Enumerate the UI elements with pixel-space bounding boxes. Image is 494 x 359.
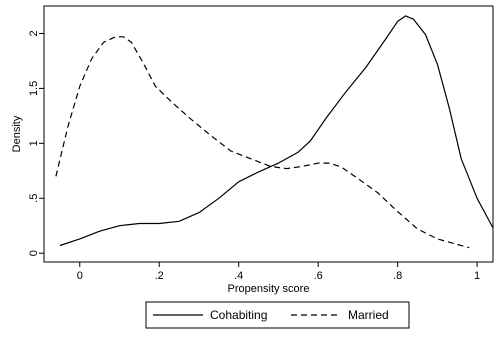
y-axis-title: Density — [11, 115, 23, 152]
legend: Cohabiting Married — [145, 301, 410, 329]
x-tick-label: .8 — [393, 270, 402, 282]
y-tick-label: 1.5 — [28, 81, 40, 96]
y-tick-label: 2 — [28, 30, 40, 36]
x-tick-label: .4 — [234, 270, 243, 282]
y-tick-label: 0 — [28, 250, 40, 256]
legend-label-cohabiting: Cohabiting — [210, 308, 267, 322]
y-tick-label: .5 — [28, 194, 40, 203]
series-line-cohabiting — [59, 15, 494, 247]
series-layer — [55, 15, 494, 249]
series-line-married — [55, 36, 470, 249]
legend-label-married: Married — [348, 308, 389, 322]
x-tick-label: .2 — [155, 270, 164, 282]
x-axis-ticks: 0 .2 .4 .6 .8 1 — [77, 262, 480, 282]
x-axis-title: Propensity score — [228, 283, 310, 295]
x-tick-label: 0 — [77, 270, 83, 282]
x-tick-label: 1 — [474, 270, 480, 282]
x-tick-label: .6 — [314, 270, 323, 282]
plot-frame — [43, 5, 494, 263]
y-axis-ticks: 0 .5 1 1.5 2 — [28, 30, 44, 256]
y-tick-label: 1 — [28, 140, 40, 146]
